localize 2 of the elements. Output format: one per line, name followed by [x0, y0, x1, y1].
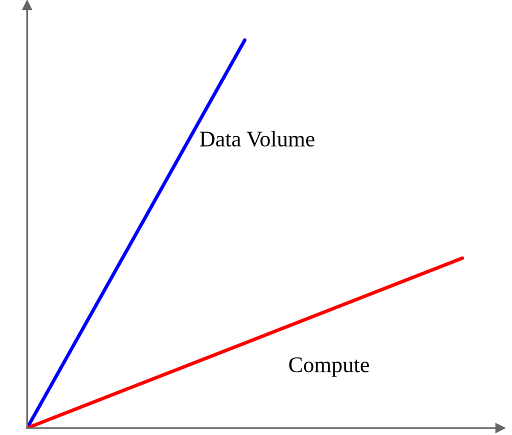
series-label: Data Volume — [200, 130, 314, 147]
series-label: Compute — [289, 357, 369, 377]
